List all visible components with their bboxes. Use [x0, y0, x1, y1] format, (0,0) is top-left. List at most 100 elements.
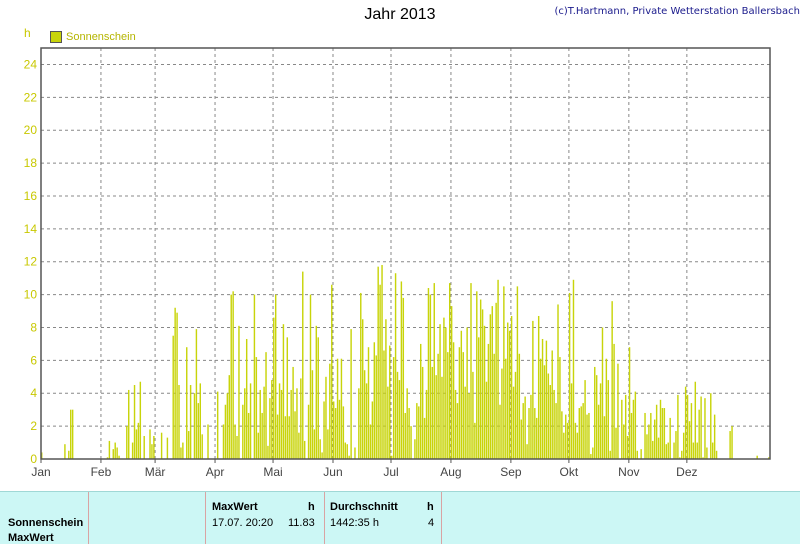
bar — [460, 330, 463, 459]
bar — [650, 412, 652, 459]
bar — [456, 403, 459, 459]
y-tick-label: 4 — [30, 386, 37, 400]
bar — [491, 306, 493, 459]
bar — [653, 419, 656, 459]
bar — [311, 370, 314, 459]
bar — [114, 442, 116, 459]
bar — [592, 447, 594, 459]
bar — [228, 375, 231, 459]
y-tick-label: 24 — [24, 57, 38, 71]
bar — [711, 442, 714, 459]
bar — [236, 435, 238, 459]
bar — [176, 312, 178, 459]
bar — [507, 322, 509, 459]
y-tick-label: 8 — [30, 320, 37, 334]
bar — [667, 442, 669, 459]
avg-extra: 4 — [428, 517, 435, 529]
bar — [576, 432, 579, 459]
bar — [298, 432, 300, 459]
bar — [565, 414, 567, 459]
max-unit: h — [308, 501, 315, 513]
bar — [135, 429, 138, 459]
bar — [273, 317, 275, 459]
bar — [476, 291, 478, 459]
bar — [286, 337, 289, 459]
bar — [319, 439, 321, 459]
x-tick-label: Sep — [500, 465, 522, 479]
bar — [325, 376, 327, 459]
bar — [418, 406, 420, 459]
bar — [427, 288, 430, 459]
y-tick-label: 22 — [24, 90, 38, 104]
bar — [626, 435, 629, 459]
bar — [570, 383, 573, 459]
copyright-text: (c)T.Hartmann, Private Wetterstation Bal… — [554, 6, 800, 17]
bar — [497, 279, 499, 459]
bar — [290, 389, 292, 459]
bar — [294, 411, 296, 459]
bar — [371, 401, 374, 459]
bar — [520, 419, 522, 459]
bar — [338, 399, 341, 459]
bar — [247, 412, 250, 459]
bar — [193, 393, 196, 459]
bar — [334, 408, 337, 459]
bar — [454, 389, 457, 459]
bar — [474, 422, 476, 459]
bar — [118, 455, 120, 459]
bar — [582, 403, 584, 459]
bar — [466, 327, 468, 459]
bar — [222, 424, 225, 459]
avg-unit: h — [427, 501, 434, 513]
bar — [605, 358, 608, 459]
bar — [197, 403, 200, 459]
stats-footer: Sonnenschein MaxWert MaxWert h 17.07. 20… — [0, 491, 800, 544]
bar — [410, 426, 412, 459]
bar — [505, 358, 507, 459]
bar — [317, 337, 319, 459]
bar — [665, 444, 668, 459]
bar — [331, 284, 333, 459]
bar — [112, 449, 114, 459]
bar — [377, 266, 379, 459]
bar — [588, 412, 590, 459]
bar — [350, 329, 352, 459]
bar — [375, 355, 377, 459]
bar — [276, 414, 279, 459]
bar — [586, 414, 588, 459]
bar — [207, 424, 209, 459]
bar — [481, 309, 484, 459]
bar — [263, 386, 265, 459]
bar — [478, 337, 480, 459]
bar — [302, 271, 304, 459]
x-tick-label: Jun — [323, 465, 342, 479]
bar — [381, 265, 383, 459]
bar — [367, 347, 370, 459]
bar — [313, 429, 316, 459]
bar — [406, 388, 408, 459]
bar — [402, 297, 405, 459]
bar — [603, 416, 606, 459]
bar — [280, 389, 283, 459]
bar — [106, 457, 109, 459]
bar — [522, 403, 524, 459]
bar — [321, 452, 323, 459]
bar — [555, 403, 557, 459]
bar — [684, 386, 687, 459]
bar — [307, 404, 310, 459]
bar — [244, 388, 246, 459]
bar — [259, 389, 261, 459]
bar — [669, 417, 671, 459]
bar — [561, 411, 563, 459]
bar — [706, 447, 708, 459]
bar — [373, 342, 376, 459]
bar — [344, 442, 347, 459]
bar — [431, 366, 434, 459]
bar — [160, 432, 163, 459]
bar — [447, 352, 449, 459]
bar — [731, 426, 733, 459]
bar — [572, 279, 575, 459]
footer-divider — [324, 492, 325, 544]
bar — [189, 385, 192, 459]
bar — [269, 398, 271, 459]
